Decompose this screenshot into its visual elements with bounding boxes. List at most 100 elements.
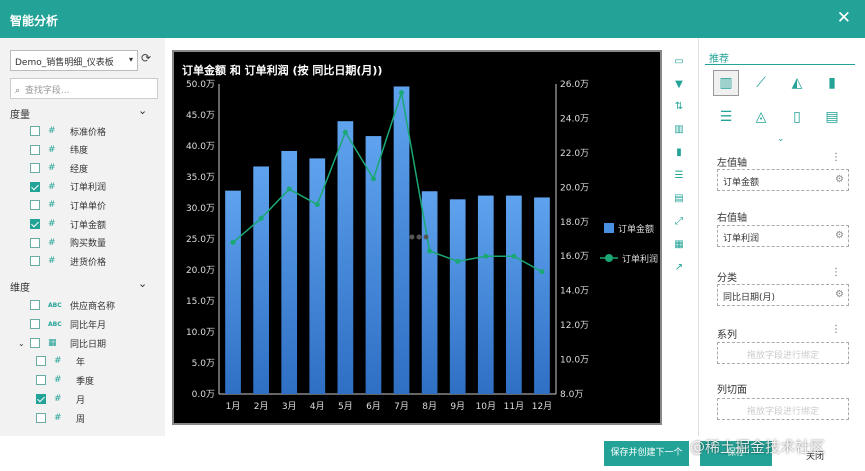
slicer-drop-zone[interactable]: 拖放字段进行绑定: [717, 398, 849, 420]
measure-field-label: 订单利润: [70, 183, 107, 194]
measure-field-item[interactable]: # 纬度: [30, 142, 88, 158]
dimension-field-item[interactable]: # 季度: [36, 372, 94, 388]
category-field[interactable]: 同比日期(月) ⚙: [717, 284, 849, 306]
dimension-field-item[interactable]: # 周: [36, 410, 85, 426]
number-type-icon: #: [54, 375, 62, 385]
left-axis-tick-label: 40.0万: [186, 142, 215, 152]
checkbox[interactable]: [30, 126, 40, 136]
measure-field-item[interactable]: # 订单金额: [30, 216, 106, 232]
area-chart-type-icon[interactable]: ◭: [791, 75, 803, 91]
close-button[interactable]: 关闭: [806, 452, 825, 462]
share-icon[interactable]: ↗: [674, 262, 684, 273]
right-axis-field[interactable]: 订单利润 ⚙: [717, 225, 849, 247]
left-axis-tick-label: 30.0万: [186, 204, 215, 214]
checkbox[interactable]: [30, 237, 40, 248]
trend-icon[interactable]: ▤: [674, 193, 684, 204]
checkbox[interactable]: [30, 256, 40, 267]
stacked-area-chart-type-icon[interactable]: ◬: [755, 109, 767, 125]
measure-field-label: 纬度: [70, 146, 89, 157]
checkbox[interactable]: [30, 338, 40, 348]
right-axis-tick-label: 20.0万: [560, 183, 589, 193]
checkbox[interactable]: [30, 181, 40, 192]
stacked-bar-chart-type-icon[interactable]: ▤: [825, 109, 839, 125]
chevron-down-icon[interactable]: ⌄: [18, 338, 25, 348]
dialog-titlebar: 智能分析 ✕: [0, 0, 865, 38]
dimension-field-item[interactable]: # 年: [36, 353, 85, 369]
dimension-field-item[interactable]: ⌄ ▦ 同比日期: [18, 335, 106, 351]
measure-field-item[interactable]: # 进货价格: [30, 253, 106, 269]
checkbox[interactable]: [30, 163, 40, 174]
dimension-field-item[interactable]: ABC 供应商名称: [30, 297, 115, 313]
checkbox[interactable]: [30, 219, 40, 229]
line-chart-type-icon[interactable]: ⟋: [756, 75, 766, 91]
combo-chart-type-icon[interactable]: ▥: [713, 70, 739, 96]
bar-chart-type-icon[interactable]: ☰: [719, 109, 733, 125]
left-axis-tick-label: 5.0万: [192, 359, 215, 369]
combo-chart[interactable]: 0.0万 5.0万 10.0万 15.0万 20.0万 25.0万 30.0万 35.0万 40…: [174, 52, 660, 423]
bar-order-amount: [506, 195, 522, 394]
checkbox[interactable]: [36, 394, 46, 404]
number-type-icon: #: [48, 144, 56, 155]
dimension-field-item[interactable]: ABC 同比年月: [30, 316, 106, 332]
loading-dot: [423, 234, 429, 240]
bar-order-amount: [477, 195, 494, 394]
category-label: 分类: [717, 273, 737, 284]
expand-icon[interactable]: ⤢: [675, 216, 683, 227]
measures-title: 度量: [10, 110, 30, 121]
filter-icon[interactable]: ▼: [675, 79, 683, 90]
measure-field-item[interactable]: # 购买数量: [30, 235, 106, 251]
table-icon[interactable]: ☰: [674, 170, 684, 181]
dimension-field-item[interactable]: # 月: [36, 391, 85, 407]
number-type-icon: #: [54, 394, 62, 404]
checkbox[interactable]: [36, 356, 46, 366]
series-menu-icon[interactable]: ⋮: [831, 324, 841, 335]
grid-icon[interactable]: ▦: [674, 239, 684, 250]
gear-icon[interactable]: ⚙: [835, 174, 844, 185]
checkbox[interactable]: [36, 375, 46, 385]
bar-order-amount: [281, 150, 298, 394]
column-chart-type-icon[interactable]: ▮: [828, 75, 836, 91]
checkbox[interactable]: [30, 144, 40, 155]
number-type-icon: #: [48, 200, 56, 211]
line-point-order-profit: [427, 248, 433, 254]
chevron-down-icon[interactable]: ⌄: [138, 104, 148, 117]
chart-panel[interactable]: 订单金额 和 订单利润 (按 同比日期(月)) 0.0万 5.0万 10.0万 15.…: [172, 50, 662, 425]
checkbox[interactable]: [30, 200, 40, 211]
left-axis-menu-icon[interactable]: ⋮: [831, 152, 841, 163]
save-and-new-button[interactable]: 保存并创建下一个: [604, 441, 689, 466]
x-axis-tick-label: 7月: [394, 401, 409, 412]
refresh-icon[interactable]: ⟳: [141, 51, 152, 65]
checkbox[interactable]: [30, 319, 40, 329]
category-menu-icon[interactable]: ⋮: [831, 267, 841, 278]
left-axis-field[interactable]: 订单金额 ⚙: [717, 169, 849, 191]
measure-field-item[interactable]: # 经度: [30, 160, 88, 176]
x-axis-tick-label: 8月: [422, 401, 437, 412]
measures-section-header[interactable]: 度量 ⌄: [10, 104, 147, 121]
save-button[interactable]: 保存: [700, 441, 772, 466]
slicer-label: 列切面: [717, 385, 747, 396]
stacked-column-chart-type-icon[interactable]: ▯: [793, 109, 801, 125]
dataset-select[interactable]: Demo_销售明细_仪表板 ▾: [10, 50, 138, 71]
measure-field-item[interactable]: # 订单利润: [30, 179, 106, 195]
chevron-down-icon[interactable]: ⌄: [138, 277, 148, 290]
recommend-divider: [705, 64, 855, 65]
search-input[interactable]: ⌕ 查找字段...: [10, 78, 158, 99]
checkbox[interactable]: [36, 413, 46, 423]
checkbox[interactable]: [30, 300, 40, 310]
x-axis-tick-label: 9月: [450, 401, 465, 412]
close-icon[interactable]: ✕: [836, 8, 851, 28]
measure-field-label: 订单金额: [70, 220, 107, 231]
chevron-down-icon[interactable]: ⌄: [777, 134, 785, 144]
gear-icon[interactable]: ⚙: [835, 230, 844, 241]
comment-icon[interactable]: ▭: [674, 56, 684, 67]
dimension-field-label: 年: [76, 357, 86, 368]
measure-field-item[interactable]: # 订单单价: [30, 197, 106, 213]
gear-icon[interactable]: ⚙: [835, 289, 844, 300]
ranking-icon[interactable]: ▥: [674, 124, 684, 135]
dimension-field-label: 周: [76, 414, 86, 425]
sort-icon[interactable]: ⇅: [674, 101, 684, 112]
series-drop-zone[interactable]: 拖放字段进行绑定: [717, 342, 849, 364]
dimensions-section-header[interactable]: 维度 ⌄: [10, 277, 147, 294]
bar-chart-icon[interactable]: ▮: [676, 147, 682, 158]
measure-field-item[interactable]: # 标准价格: [30, 123, 106, 139]
